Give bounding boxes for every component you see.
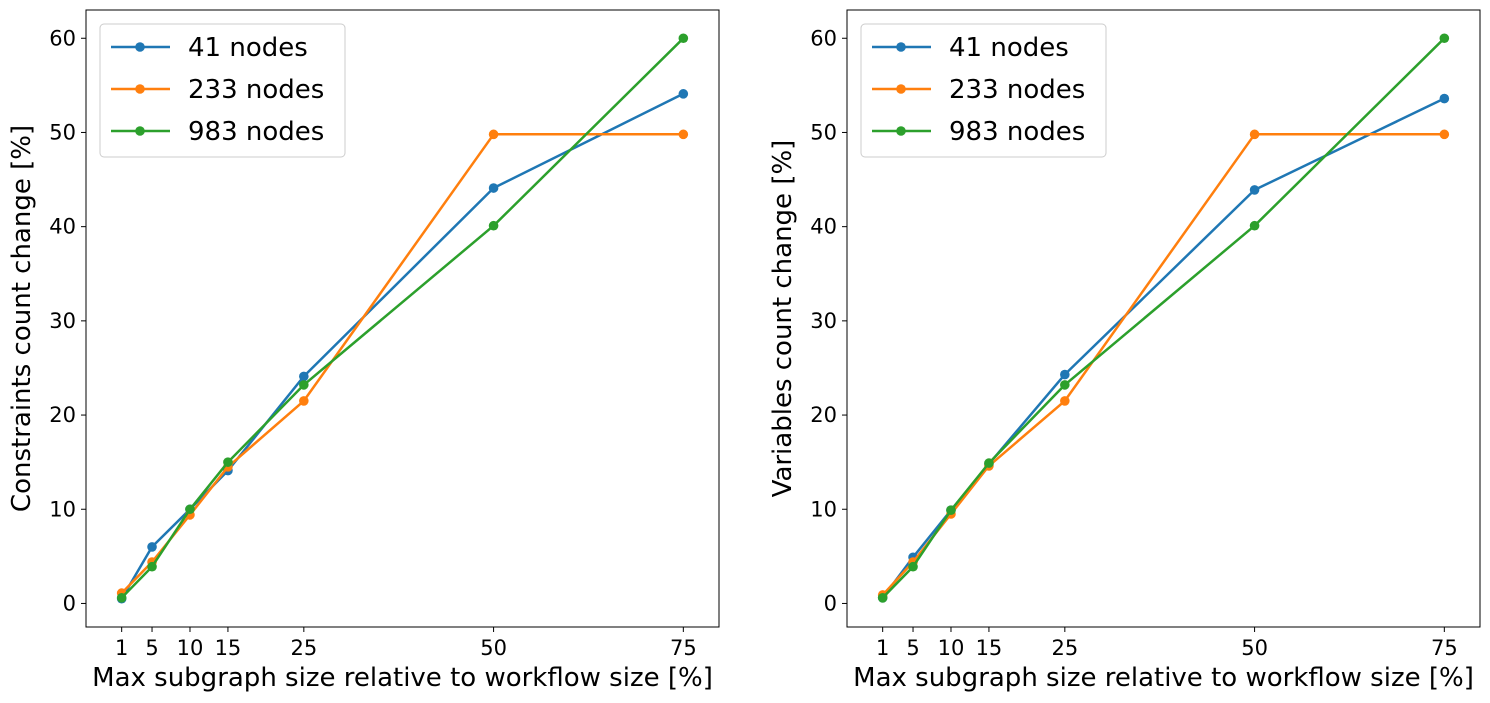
x-tick-label: 15 [215, 636, 242, 660]
x-tick-label: 1 [115, 636, 128, 660]
data-point-series-3 [678, 33, 689, 44]
data-point-series-1 [678, 89, 689, 99]
data-point-series-3 [1249, 220, 1260, 231]
data-point-series-1 [1249, 185, 1260, 195]
legend-swatch-marker [135, 84, 145, 94]
data-point-series-2 [1249, 129, 1260, 140]
y-tick-label: 30 [49, 309, 76, 333]
data-point-series-3 [1060, 380, 1070, 390]
axes-frame [846, 9, 1481, 628]
x-tick-label: 10 [938, 636, 965, 660]
legend-label: 983 nodes [188, 117, 324, 147]
x-tick-label: 25 [290, 636, 317, 660]
x-tick-label: 5 [145, 636, 158, 660]
chart-panel-2: 1 5 10 15 25 50 75 0 10 20 30 40 50 60 Max subgraph si… [768, 9, 1481, 693]
data-point-series-3 [1439, 33, 1450, 44]
legend-swatch-marker [135, 126, 145, 136]
data-point-series-1 [1439, 93, 1450, 104]
y-tick-label: 40 [810, 215, 837, 239]
data-point-series-3 [877, 592, 888, 603]
y-tick-label: 0 [824, 591, 837, 615]
data-point-series-3 [299, 380, 309, 390]
data-point-series-1 [147, 542, 157, 552]
y-tick-label: 50 [49, 120, 76, 144]
data-point-series-1 [488, 183, 499, 193]
y-tick-label: 50 [810, 120, 837, 144]
legend-swatch-marker [896, 126, 906, 136]
data-point-series-1 [299, 371, 309, 382]
legend-swatch-marker [896, 84, 906, 94]
y-axis-label: Variables count change [%] [768, 140, 798, 498]
x-tick-label: 75 [1431, 636, 1458, 660]
data-point-series-2 [488, 129, 499, 140]
y-tick-label: 20 [49, 403, 76, 427]
x-tick-label: 1 [876, 636, 889, 660]
data-point-series-3 [223, 457, 233, 467]
y-tick-label: 40 [49, 215, 76, 239]
data-point-series-3 [946, 505, 956, 515]
chart-panel-1: 1 5 10 15 25 50 75 0 10 20 30 40 50 60 Max subgraph si… [7, 9, 720, 693]
x-axis-label: Max subgraph size relative to workflow s… [92, 663, 713, 693]
y-tick-label: 0 [63, 591, 76, 615]
legend-label: 233 nodes [949, 75, 1085, 105]
y-tick-label: 10 [49, 497, 76, 521]
legend-swatch-marker [896, 42, 906, 52]
y-tick-label: 10 [810, 497, 837, 521]
legend-label: 41 nodes [949, 33, 1069, 63]
legend-box [860, 23, 1107, 158]
data-point-series-2 [1060, 396, 1070, 406]
data-point-series-1 [1060, 369, 1070, 380]
y-tick-label: 60 [810, 26, 837, 50]
y-axis-label: Constraints count change [%] [7, 125, 37, 512]
data-point-series-2 [299, 396, 309, 406]
axes-frame [85, 9, 720, 628]
series-line-2 [881, 133, 1445, 596]
x-tick-label: 25 [1051, 636, 1078, 660]
data-point-series-2 [678, 129, 689, 140]
x-tick-label: 50 [480, 636, 507, 660]
legend-label: 41 nodes [188, 33, 308, 63]
series-line-2 [120, 133, 684, 594]
x-tick-label: 5 [906, 636, 919, 660]
legend-label: 233 nodes [188, 75, 324, 105]
legend-label: 983 nodes [949, 117, 1085, 147]
x-axis-label: Max subgraph size relative to workflow s… [853, 663, 1474, 693]
data-point-series-2 [1439, 129, 1450, 140]
legend-box [99, 23, 346, 158]
data-point-series-3 [147, 561, 157, 572]
legend-swatch-marker [135, 42, 145, 52]
y-tick-label: 60 [49, 26, 76, 50]
data-point-series-3 [116, 592, 127, 603]
y-tick-label: 20 [810, 403, 837, 427]
data-point-series-3 [488, 220, 499, 231]
x-tick-label: 15 [976, 636, 1003, 660]
series-line-1 [120, 92, 684, 600]
x-tick-label: 50 [1241, 636, 1268, 660]
y-tick-label: 30 [810, 309, 837, 333]
data-point-series-3 [185, 504, 195, 515]
x-tick-label: 10 [177, 636, 204, 660]
x-tick-label: 75 [670, 636, 697, 660]
data-point-series-3 [908, 561, 918, 572]
series-line-1 [881, 97, 1445, 599]
data-point-series-3 [984, 458, 994, 468]
